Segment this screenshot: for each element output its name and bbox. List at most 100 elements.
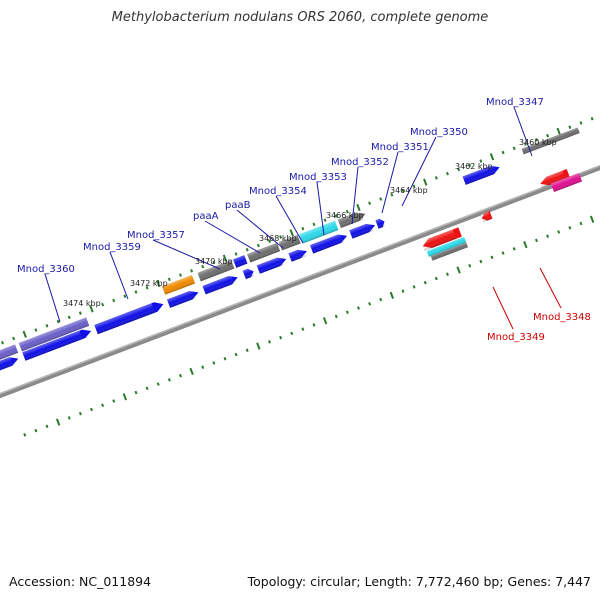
scale-label-3466: 3466 kbp (326, 211, 364, 220)
gene-shading (550, 172, 583, 193)
leader-mnod-3348 (539, 267, 562, 309)
leader-mnod-3352 (351, 166, 359, 225)
outer-tick (323, 218, 327, 222)
gene-label-mnod-3360[interactable]: Mnod_3360 (17, 264, 75, 275)
outer-tick (423, 178, 428, 186)
inner-tick (423, 280, 427, 285)
inner-tick (55, 418, 61, 426)
outer-tick (412, 184, 416, 189)
outer-tick (568, 125, 572, 129)
outer-tick (368, 201, 372, 206)
leader-mnod-3354 (275, 195, 304, 244)
gene-label-mnod-3351[interactable]: Mnod_3351 (371, 142, 429, 153)
inner-tick (179, 373, 182, 378)
scale-label-3472: 3472 kbp (130, 279, 168, 288)
gene-shading (288, 247, 306, 262)
inner-tick (401, 289, 405, 293)
inner-tick (245, 348, 249, 353)
inner-tick (589, 215, 595, 223)
outer-tick (56, 319, 60, 324)
gene-label-paaa[interactable]: paaA (193, 211, 219, 222)
gene-label-mnod-3353[interactable]: Mnod_3353 (289, 172, 347, 183)
inner-tick (122, 393, 128, 401)
scale-label-3464: 3464 kbp (390, 186, 428, 195)
inner-tick (67, 416, 71, 420)
inner-tick (290, 331, 294, 336)
inner-tick (379, 297, 383, 302)
outer-tick (156, 279, 161, 288)
leader-mnod-3351 (381, 151, 399, 214)
gene-shading (309, 233, 344, 254)
outer-tick (101, 302, 105, 307)
inner-tick (446, 272, 449, 276)
inner-tick (312, 323, 316, 327)
inner-tick (268, 340, 271, 344)
outer-tick (489, 153, 495, 161)
leader-mnod-3350 (401, 136, 437, 207)
outer-tick (167, 277, 171, 282)
inner-tick (345, 310, 349, 315)
gene-label-mnod-3349[interactable]: Mnod_3349 (487, 332, 545, 343)
leader-mnod-3353 (316, 181, 325, 236)
outer-tick (579, 121, 583, 125)
gene-shading (430, 242, 469, 261)
inner-tick (223, 356, 227, 361)
gene-shading (256, 256, 284, 274)
gene-label-mnod-3357[interactable]: Mnod_3357 (127, 230, 185, 241)
inner-tick (357, 306, 360, 310)
gene-label-mnod-3348[interactable]: Mnod_3348 (533, 312, 591, 323)
gene-shading (197, 260, 235, 282)
outer-tick (45, 324, 49, 328)
outer-tick (590, 116, 594, 121)
leader-mnod-3347 (513, 106, 533, 157)
scale-label-3462: 3462 kbp (455, 162, 493, 171)
outer-tick (334, 214, 338, 218)
inner-tick (234, 352, 238, 357)
gene-shading (247, 242, 281, 263)
inner-tick (568, 225, 572, 230)
scale-label-3468: 3468 kbp (259, 234, 297, 243)
gene-shading (426, 236, 467, 257)
inner-tick (412, 285, 416, 289)
gene-label-paab[interactable]: paaB (225, 200, 251, 211)
inner-tick (145, 386, 149, 391)
accession-text: Accession: NC_011894 (9, 574, 152, 589)
gene-shading (337, 211, 364, 229)
inner-tick (579, 221, 583, 226)
gene-label-mnod-3354[interactable]: Mnod_3354 (249, 186, 307, 197)
gene-label-mnod-3350[interactable]: Mnod_3350 (410, 127, 468, 138)
inner-tick (101, 403, 105, 407)
gene-label-mnod-3352[interactable]: Mnod_3352 (331, 157, 389, 168)
outer-tick (512, 146, 516, 151)
outer-tick (222, 254, 228, 262)
gene-features (0, 127, 583, 379)
gene-label-mnod-3359[interactable]: Mnod_3359 (83, 242, 141, 253)
inner-tick (546, 234, 550, 238)
gene-shading (94, 303, 156, 335)
inner-tick (501, 251, 505, 255)
outer-tick (479, 159, 483, 163)
gene-shading (462, 165, 496, 185)
outer-tick (312, 222, 316, 227)
inner-tick (112, 399, 116, 403)
outer-tick (390, 193, 394, 197)
outer-tick (256, 243, 260, 248)
inner-tick (279, 335, 283, 340)
inner-tick (512, 247, 516, 251)
gene-shading (161, 275, 196, 295)
inner-tick (368, 302, 372, 306)
gene-shading (18, 317, 90, 352)
gene-shading (375, 217, 385, 229)
leader-mnod-3360 (44, 273, 61, 323)
outer-tick (22, 330, 27, 338)
gene-shading (166, 289, 196, 308)
inner-tick (256, 342, 261, 350)
inner-tick (189, 367, 194, 376)
outer-tick (1, 340, 4, 345)
gene-label-mnod-3347[interactable]: Mnod_3347 (486, 97, 544, 108)
map-band (0, 116, 600, 437)
outer-tick (279, 235, 283, 239)
outer-tick (534, 138, 538, 142)
gene-shading (420, 229, 457, 251)
inner-tick (23, 433, 27, 437)
